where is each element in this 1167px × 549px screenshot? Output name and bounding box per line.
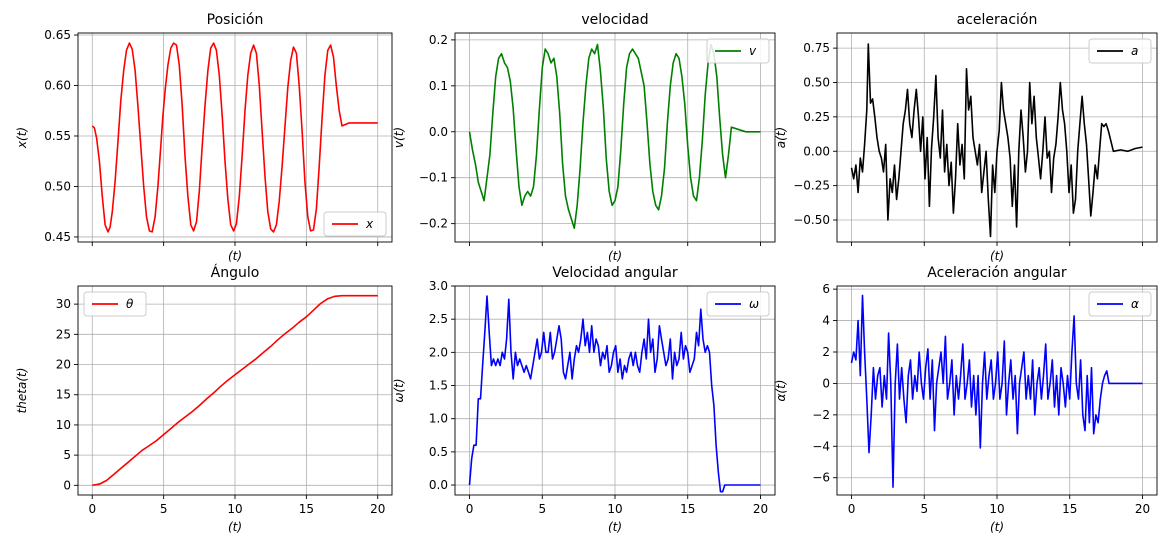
y-tick-label: 0 <box>822 376 830 390</box>
subplot-title: Ángulo <box>211 264 260 281</box>
x-tick-label: 10 <box>989 502 1004 516</box>
y-tick-label: 0.75 <box>803 41 830 55</box>
y-tick-label: 0.65 <box>44 28 71 42</box>
legend: ω <box>706 291 770 317</box>
y-tick-label: −2 <box>812 408 830 422</box>
y-tick-label: 1.5 <box>429 379 448 393</box>
x-tick-label: 20 <box>1135 502 1150 516</box>
x-axis-label: (t) <box>608 520 622 534</box>
y-tick-label: 4 <box>822 314 830 328</box>
subplot-6: 0 5 10 15 20 −6 −4 −2 0 2 4 6 Aceleración angular (t)… <box>774 265 1158 534</box>
x-axis-label: (t) <box>990 520 1004 534</box>
y-tick-label: −0.1 <box>419 171 448 185</box>
subplot-2: −0.2 −0.1 0.0 0.1 0.2 velocidad (t) v(t) v <box>392 12 776 263</box>
y-tick-label: −0.25 <box>793 179 830 193</box>
y-tick-label: 0.00 <box>803 144 830 158</box>
series-line-1 <box>850 43 1143 238</box>
y-axis-label: ω(t) <box>392 378 406 402</box>
y-axis-label: a(t) <box>774 127 788 148</box>
x-tick-label: 15 <box>299 502 314 516</box>
x-tick-label: 15 <box>680 502 695 516</box>
subplot-title: Velocidad angular <box>552 265 678 281</box>
y-tick-label: 20 <box>56 358 71 372</box>
x-tick-label: 20 <box>370 502 385 516</box>
x-tick-label: 0 <box>88 502 96 516</box>
legend: θ <box>83 291 147 317</box>
y-tick-label: −6 <box>812 471 830 485</box>
x-axis-label: (t) <box>228 249 242 263</box>
x-tick-label: 0 <box>466 502 474 516</box>
y-tick-label: 0 <box>63 478 71 492</box>
y-tick-label: 2.5 <box>429 312 448 326</box>
y-tick-label: 0.2 <box>429 33 448 47</box>
y-tick-label: −0.50 <box>793 213 830 227</box>
legend-label: x <box>365 217 374 231</box>
x-tick-label: 15 <box>1062 502 1077 516</box>
y-axis-label: theta(t) <box>15 368 29 414</box>
y-tick-label: 30 <box>56 297 71 311</box>
y-tick-label: 10 <box>56 418 71 432</box>
legend: α <box>1088 291 1152 317</box>
y-tick-label: 25 <box>56 327 71 341</box>
series-line-1 <box>468 43 761 229</box>
legend-label: α <box>1131 297 1139 311</box>
subplot-5: 0 5 10 15 20 0.0 0.5 1.0 1.5 2.0 2.5 3.0 Velocidad a… <box>392 265 776 534</box>
x-axis-label: (t) <box>608 249 622 263</box>
legend-label: ω <box>749 297 759 311</box>
y-axis-label: v(t) <box>392 127 406 148</box>
y-tick-label: 2.0 <box>429 345 448 359</box>
x-tick-label: 10 <box>607 502 622 516</box>
y-tick-label: 0.50 <box>44 179 71 193</box>
legend-label: a <box>1131 44 1138 58</box>
y-tick-label: 0.1 <box>429 79 448 93</box>
y-tick-label: 0.25 <box>803 110 830 124</box>
y-tick-label: 2 <box>822 345 830 359</box>
y-tick-label: 1.0 <box>429 412 448 426</box>
x-tick-label: 5 <box>538 502 546 516</box>
subplot-title: Posición <box>207 12 264 28</box>
y-tick-label: −0.2 <box>419 217 448 231</box>
x-axis-label: (t) <box>990 249 1004 263</box>
y-tick-label: 0.50 <box>803 76 830 90</box>
y-tick-label: 0.5 <box>429 445 448 459</box>
legend: a <box>1088 38 1152 64</box>
legend: x <box>323 211 387 237</box>
y-tick-label: −4 <box>812 439 830 453</box>
x-tick-label: 20 <box>753 502 768 516</box>
x-tick-label: 5 <box>920 502 928 516</box>
x-axis-label: (t) <box>228 520 242 534</box>
legend: v <box>706 38 770 64</box>
legend-label: v <box>749 44 757 58</box>
y-tick-label: 3.0 <box>429 279 448 293</box>
series-line-1 <box>850 294 1143 488</box>
x-tick-label: 10 <box>227 502 242 516</box>
y-axis-label: x(t) <box>15 127 29 149</box>
y-tick-label: 6 <box>822 282 830 296</box>
subplot-1: 0.45 0.50 0.55 0.60 0.65 Posición (t) x(t) x <box>15 12 393 263</box>
y-tick-label: 0.0 <box>429 478 448 492</box>
y-tick-label: 0.55 <box>44 129 71 143</box>
y-axis-label: α(t) <box>774 380 788 402</box>
subplot-title: Aceleración angular <box>927 265 1067 281</box>
series-line-1 <box>91 42 378 233</box>
y-tick-label: 0.60 <box>44 79 71 93</box>
subplot-3: −0.50 −0.25 0.00 0.25 0.50 0.75 aceleración (t)… <box>774 12 1158 263</box>
y-tick-label: 15 <box>56 388 71 402</box>
series-line-1 <box>92 294 378 487</box>
subplot-title: velocidad <box>581 12 648 28</box>
y-tick-label: 5 <box>63 448 71 462</box>
subplot-title: aceleración <box>957 12 1038 28</box>
x-tick-label: 5 <box>160 502 168 516</box>
y-tick-label: 0.0 <box>429 125 448 139</box>
subplot-4: 0 5 10 15 20 0 5 10 15 20 25 30 Ángulo (t) theta(t) θ <box>15 264 393 534</box>
series-line-1 <box>468 295 761 493</box>
x-tick-label: 0 <box>848 502 856 516</box>
legend-label: θ <box>126 297 134 311</box>
y-tick-label: 0.45 <box>44 230 71 244</box>
